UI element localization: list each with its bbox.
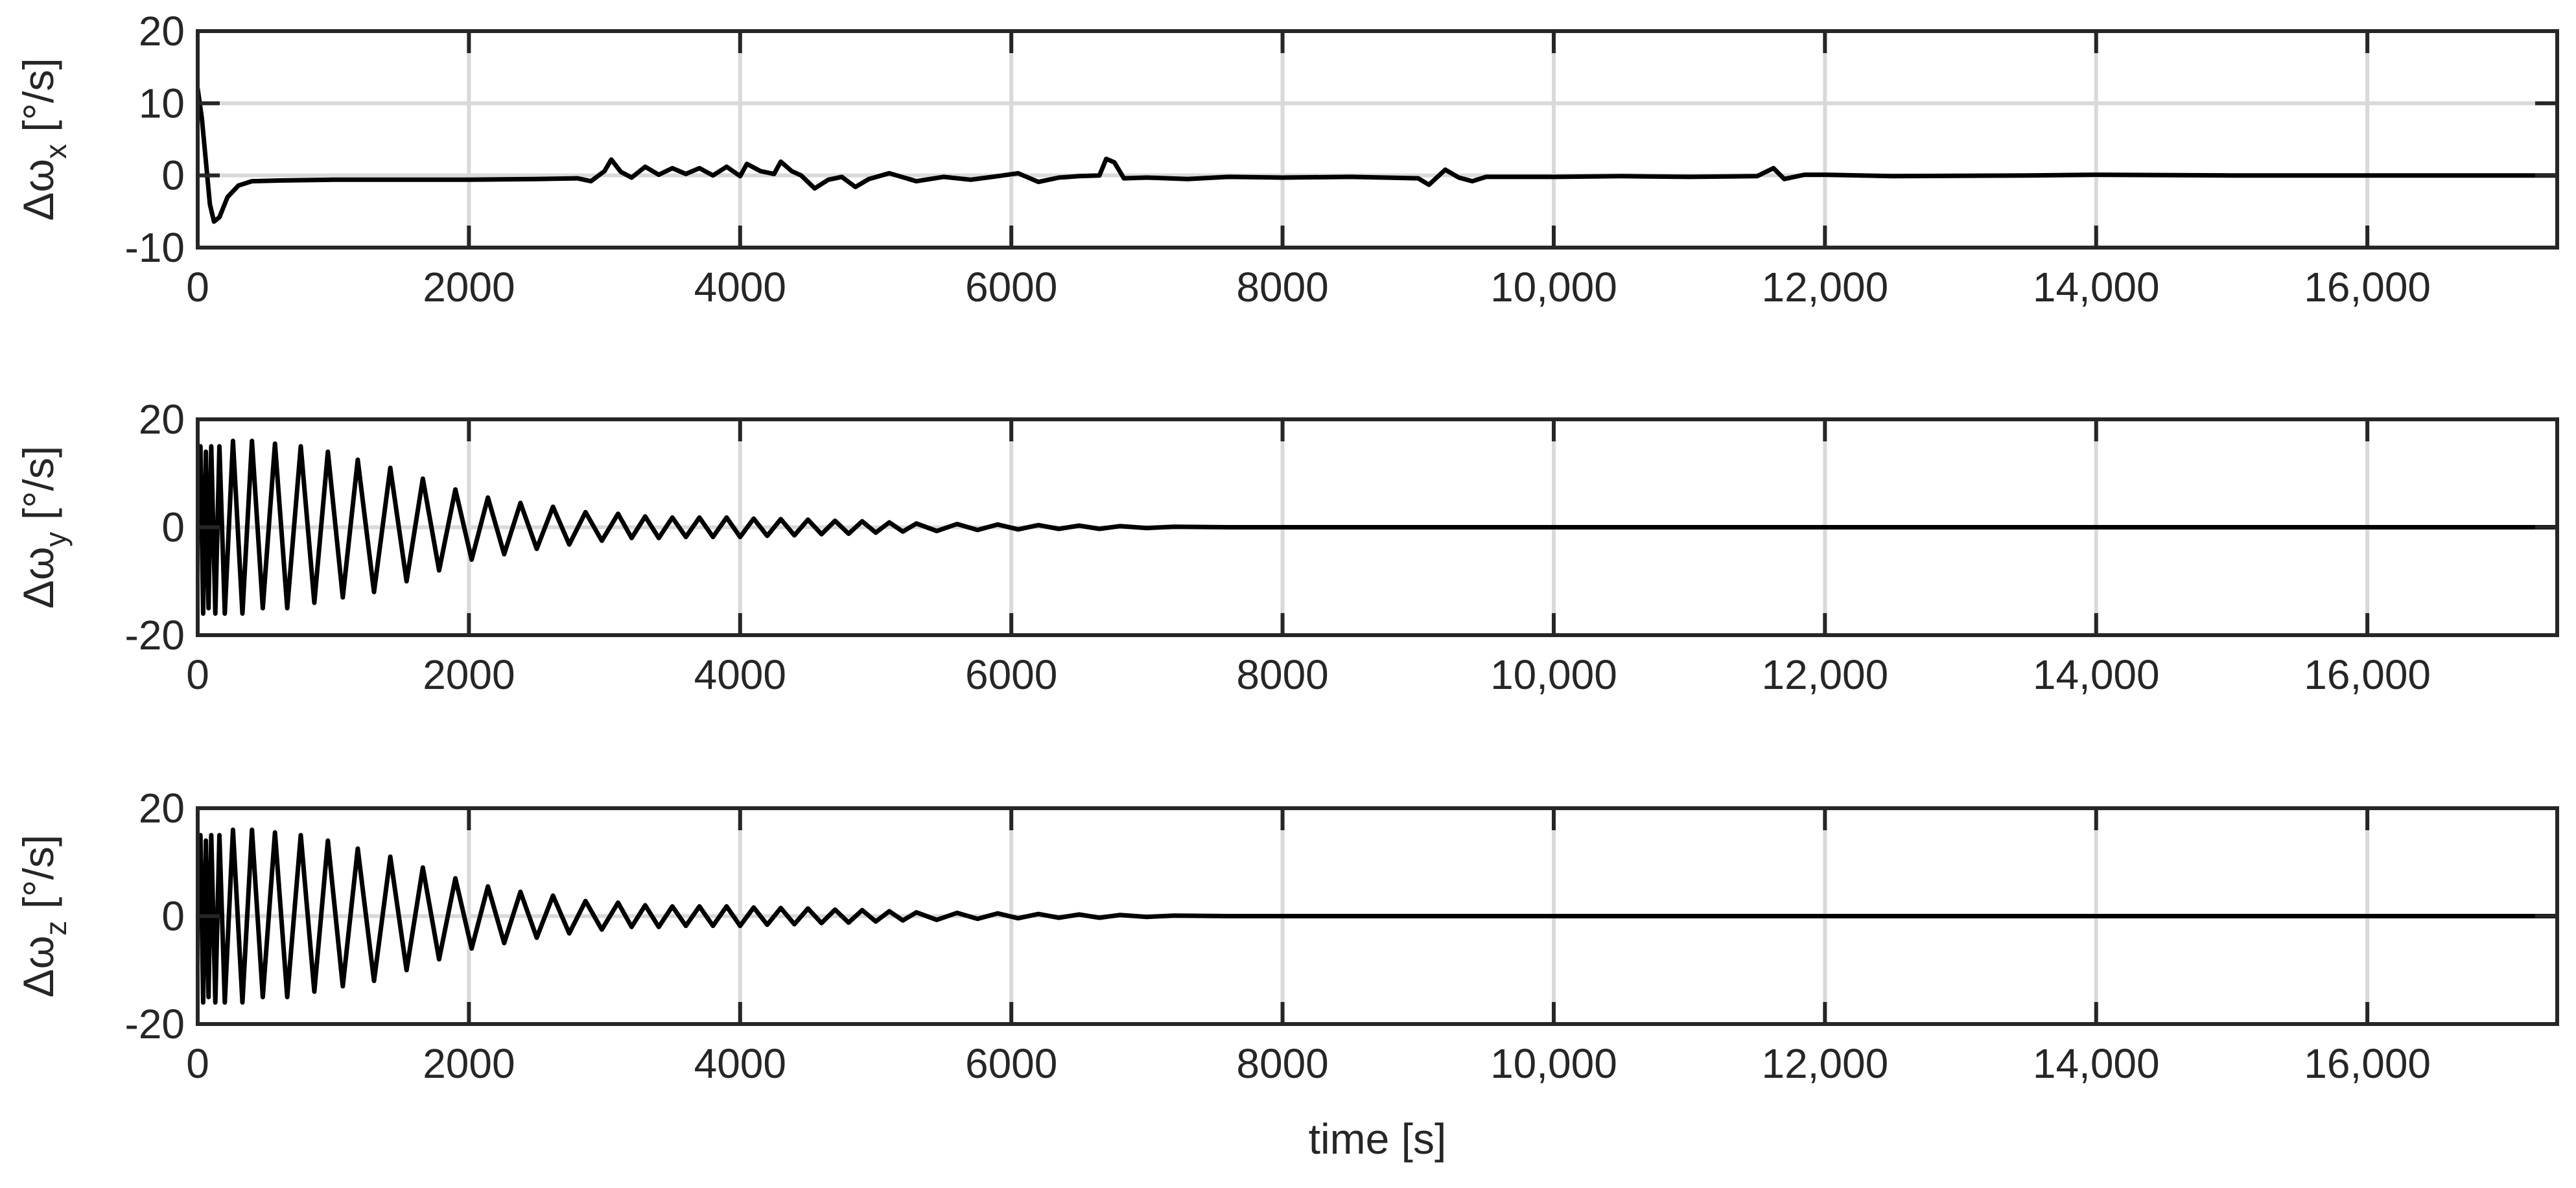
x-tick-label: 0 — [186, 264, 209, 310]
x-tick-label: 8000 — [1236, 264, 1328, 310]
x-tick-label: 0 — [186, 1040, 209, 1087]
x-tick-label: 12,000 — [1761, 1040, 1888, 1087]
y-axis-label-sub: z — [39, 921, 73, 936]
y-axis-label: Δωx [°/s] — [14, 58, 73, 220]
x-tick-label: 6000 — [965, 264, 1057, 310]
axes-box — [196, 29, 2559, 250]
panel-omega-z: 0 2000 4000 6000 8000 10,000 12,000 14,000 16,00… — [14, 785, 2559, 1163]
x-tick-label: 0 — [186, 651, 209, 698]
x-tick-label: 4000 — [694, 264, 786, 310]
y-tick-label: -20 — [125, 1001, 185, 1047]
x-tick-label: 2000 — [423, 1040, 515, 1087]
series-line-omega-y — [198, 438, 2557, 616]
x-tick-label: 10,000 — [1490, 1040, 1617, 1087]
y-axis-label-main: Δω — [14, 159, 62, 221]
panel-omega-x: 0 2000 4000 6000 8000 10,000 12,000 14,000 16,00… — [14, 8, 2559, 310]
x-tick-label: 6000 — [965, 651, 1057, 698]
y-axis-label: Δωz [°/s] — [14, 835, 73, 997]
x-tick-label: 10,000 — [1490, 651, 1617, 698]
x-tick-label: 2000 — [423, 264, 515, 310]
x-tick-label: 8000 — [1236, 651, 1328, 698]
y-axis-label-main: Δω — [14, 547, 62, 609]
y-axis-label-unit: [°/s] — [14, 58, 62, 144]
x-tick-label: 6000 — [965, 1040, 1057, 1087]
y-axis-label-unit: [°/s] — [14, 835, 62, 921]
y-tick-label: -20 — [125, 612, 185, 658]
x-tick-label: 12,000 — [1761, 264, 1888, 310]
y-axis-label: Δωy [°/s] — [14, 446, 73, 609]
x-tick-label: 16,000 — [2304, 264, 2431, 310]
y-tick-label: 20 — [139, 8, 185, 54]
x-tick-label: 4000 — [694, 651, 786, 698]
x-tick-label: 14,000 — [2033, 1040, 2160, 1087]
x-tick-label: 12,000 — [1761, 651, 1888, 698]
series-line-omega-z — [198, 827, 2557, 1005]
y-tick-label: 0 — [161, 152, 185, 199]
y-axis-label-sub: x — [39, 144, 73, 159]
x-tick-label: 14,000 — [2033, 264, 2160, 310]
y-tick-label: 0 — [161, 504, 185, 551]
x-tick-label: 16,000 — [2304, 1040, 2431, 1087]
panel-omega-y: 0 2000 4000 6000 8000 10,000 12,000 14,000 16,00… — [14, 396, 2559, 698]
y-tick-label: 20 — [139, 396, 185, 443]
y-axis-label-unit: [°/s] — [14, 446, 62, 532]
y-tick-label: -10 — [125, 224, 185, 271]
x-tick-label: 14,000 — [2033, 651, 2160, 698]
x-tick-label: 10,000 — [1490, 264, 1617, 310]
series-line-omega-x — [198, 86, 2557, 224]
y-tick-label: 0 — [161, 893, 185, 940]
x-axis-label: time [s] — [1309, 1115, 1447, 1163]
y-axis-label-sub: y — [39, 532, 73, 547]
x-tick-label: 4000 — [694, 1040, 786, 1087]
y-tick-label: 20 — [139, 785, 185, 832]
y-axis-label-main: Δω — [14, 936, 62, 998]
y-tick-label: 10 — [139, 80, 185, 126]
x-tick-label: 2000 — [423, 651, 515, 698]
x-tick-label: 8000 — [1236, 1040, 1328, 1087]
x-tick-label: 16,000 — [2304, 651, 2431, 698]
